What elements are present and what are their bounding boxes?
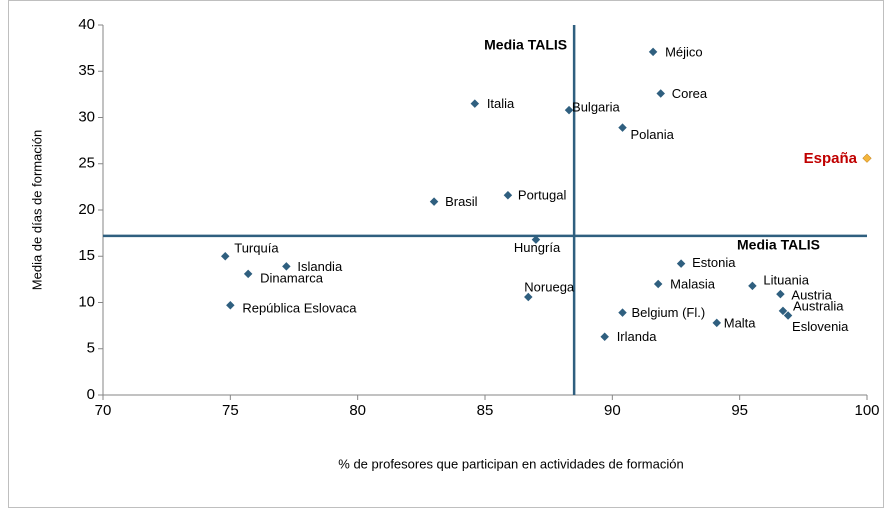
x-tick-label: 100	[854, 402, 879, 419]
point	[783, 311, 793, 320]
y-tick-label: 35	[78, 62, 95, 79]
point-label: Hungría	[514, 240, 561, 255]
point	[618, 308, 627, 317]
point-label: Polania	[631, 127, 675, 142]
y-tick-label: 40	[78, 16, 95, 33]
point-label: Eslovenia	[792, 319, 849, 334]
point-label: Austria	[791, 288, 832, 303]
point	[470, 99, 480, 108]
point	[220, 252, 230, 261]
point	[776, 289, 785, 299]
point-label: Méjico	[665, 44, 703, 59]
point	[748, 281, 757, 291]
point-label: Turquía	[234, 241, 279, 256]
reference-label: Media TALIS	[484, 37, 567, 53]
point	[676, 259, 686, 268]
point-label: Belgium (Fl.)	[632, 305, 706, 320]
point	[282, 262, 291, 271]
point-label: Malta	[724, 315, 757, 330]
point-label: Noruega	[524, 279, 575, 294]
point-label: República Eslovaca	[242, 301, 357, 316]
point	[503, 190, 513, 200]
point	[862, 153, 872, 163]
y-tick-label: 25	[78, 155, 95, 172]
point	[712, 318, 721, 328]
reference-label: Media TALIS	[737, 237, 820, 253]
x-tick-label: 85	[477, 402, 494, 419]
point	[429, 197, 439, 206]
x-tick-label: 75	[222, 402, 239, 419]
y-axis-label: Media de días de formación	[29, 130, 44, 290]
point-label: Australia	[793, 298, 844, 313]
point-label: Lituania	[763, 272, 809, 287]
y-tick-label: 15	[78, 247, 95, 264]
point-label: Dinamarca	[260, 270, 324, 285]
point-label: Islandia	[297, 259, 343, 274]
point-label: Italia	[487, 96, 515, 111]
point	[524, 292, 533, 302]
point	[600, 332, 609, 341]
x-tick-label: 80	[349, 402, 366, 419]
point-label: Irlanda	[617, 329, 658, 344]
point-label: Malasia	[670, 276, 716, 291]
point-label: Corea	[672, 86, 708, 101]
y-tick-label: 20	[78, 201, 95, 218]
point	[653, 279, 663, 289]
point-label: España	[804, 150, 858, 167]
x-axis-label: % de profesores que participan en activi…	[338, 456, 683, 471]
y-tick-label: 0	[87, 386, 95, 403]
point-label: Estonia	[692, 255, 736, 270]
point-label: Bulgaria	[572, 100, 620, 115]
y-tick-label: 10	[78, 293, 95, 310]
point	[243, 269, 253, 279]
point	[226, 301, 235, 310]
point	[778, 306, 788, 316]
y-tick-label: 30	[78, 108, 95, 125]
point-label: Portugal	[518, 188, 567, 203]
x-tick-label: 90	[604, 402, 621, 419]
x-tick-label: 70	[95, 402, 112, 419]
point-label: Brasil	[445, 194, 478, 209]
x-tick-label: 95	[731, 402, 748, 419]
chart-frame	[8, 0, 884, 508]
y-tick-label: 5	[87, 340, 95, 357]
